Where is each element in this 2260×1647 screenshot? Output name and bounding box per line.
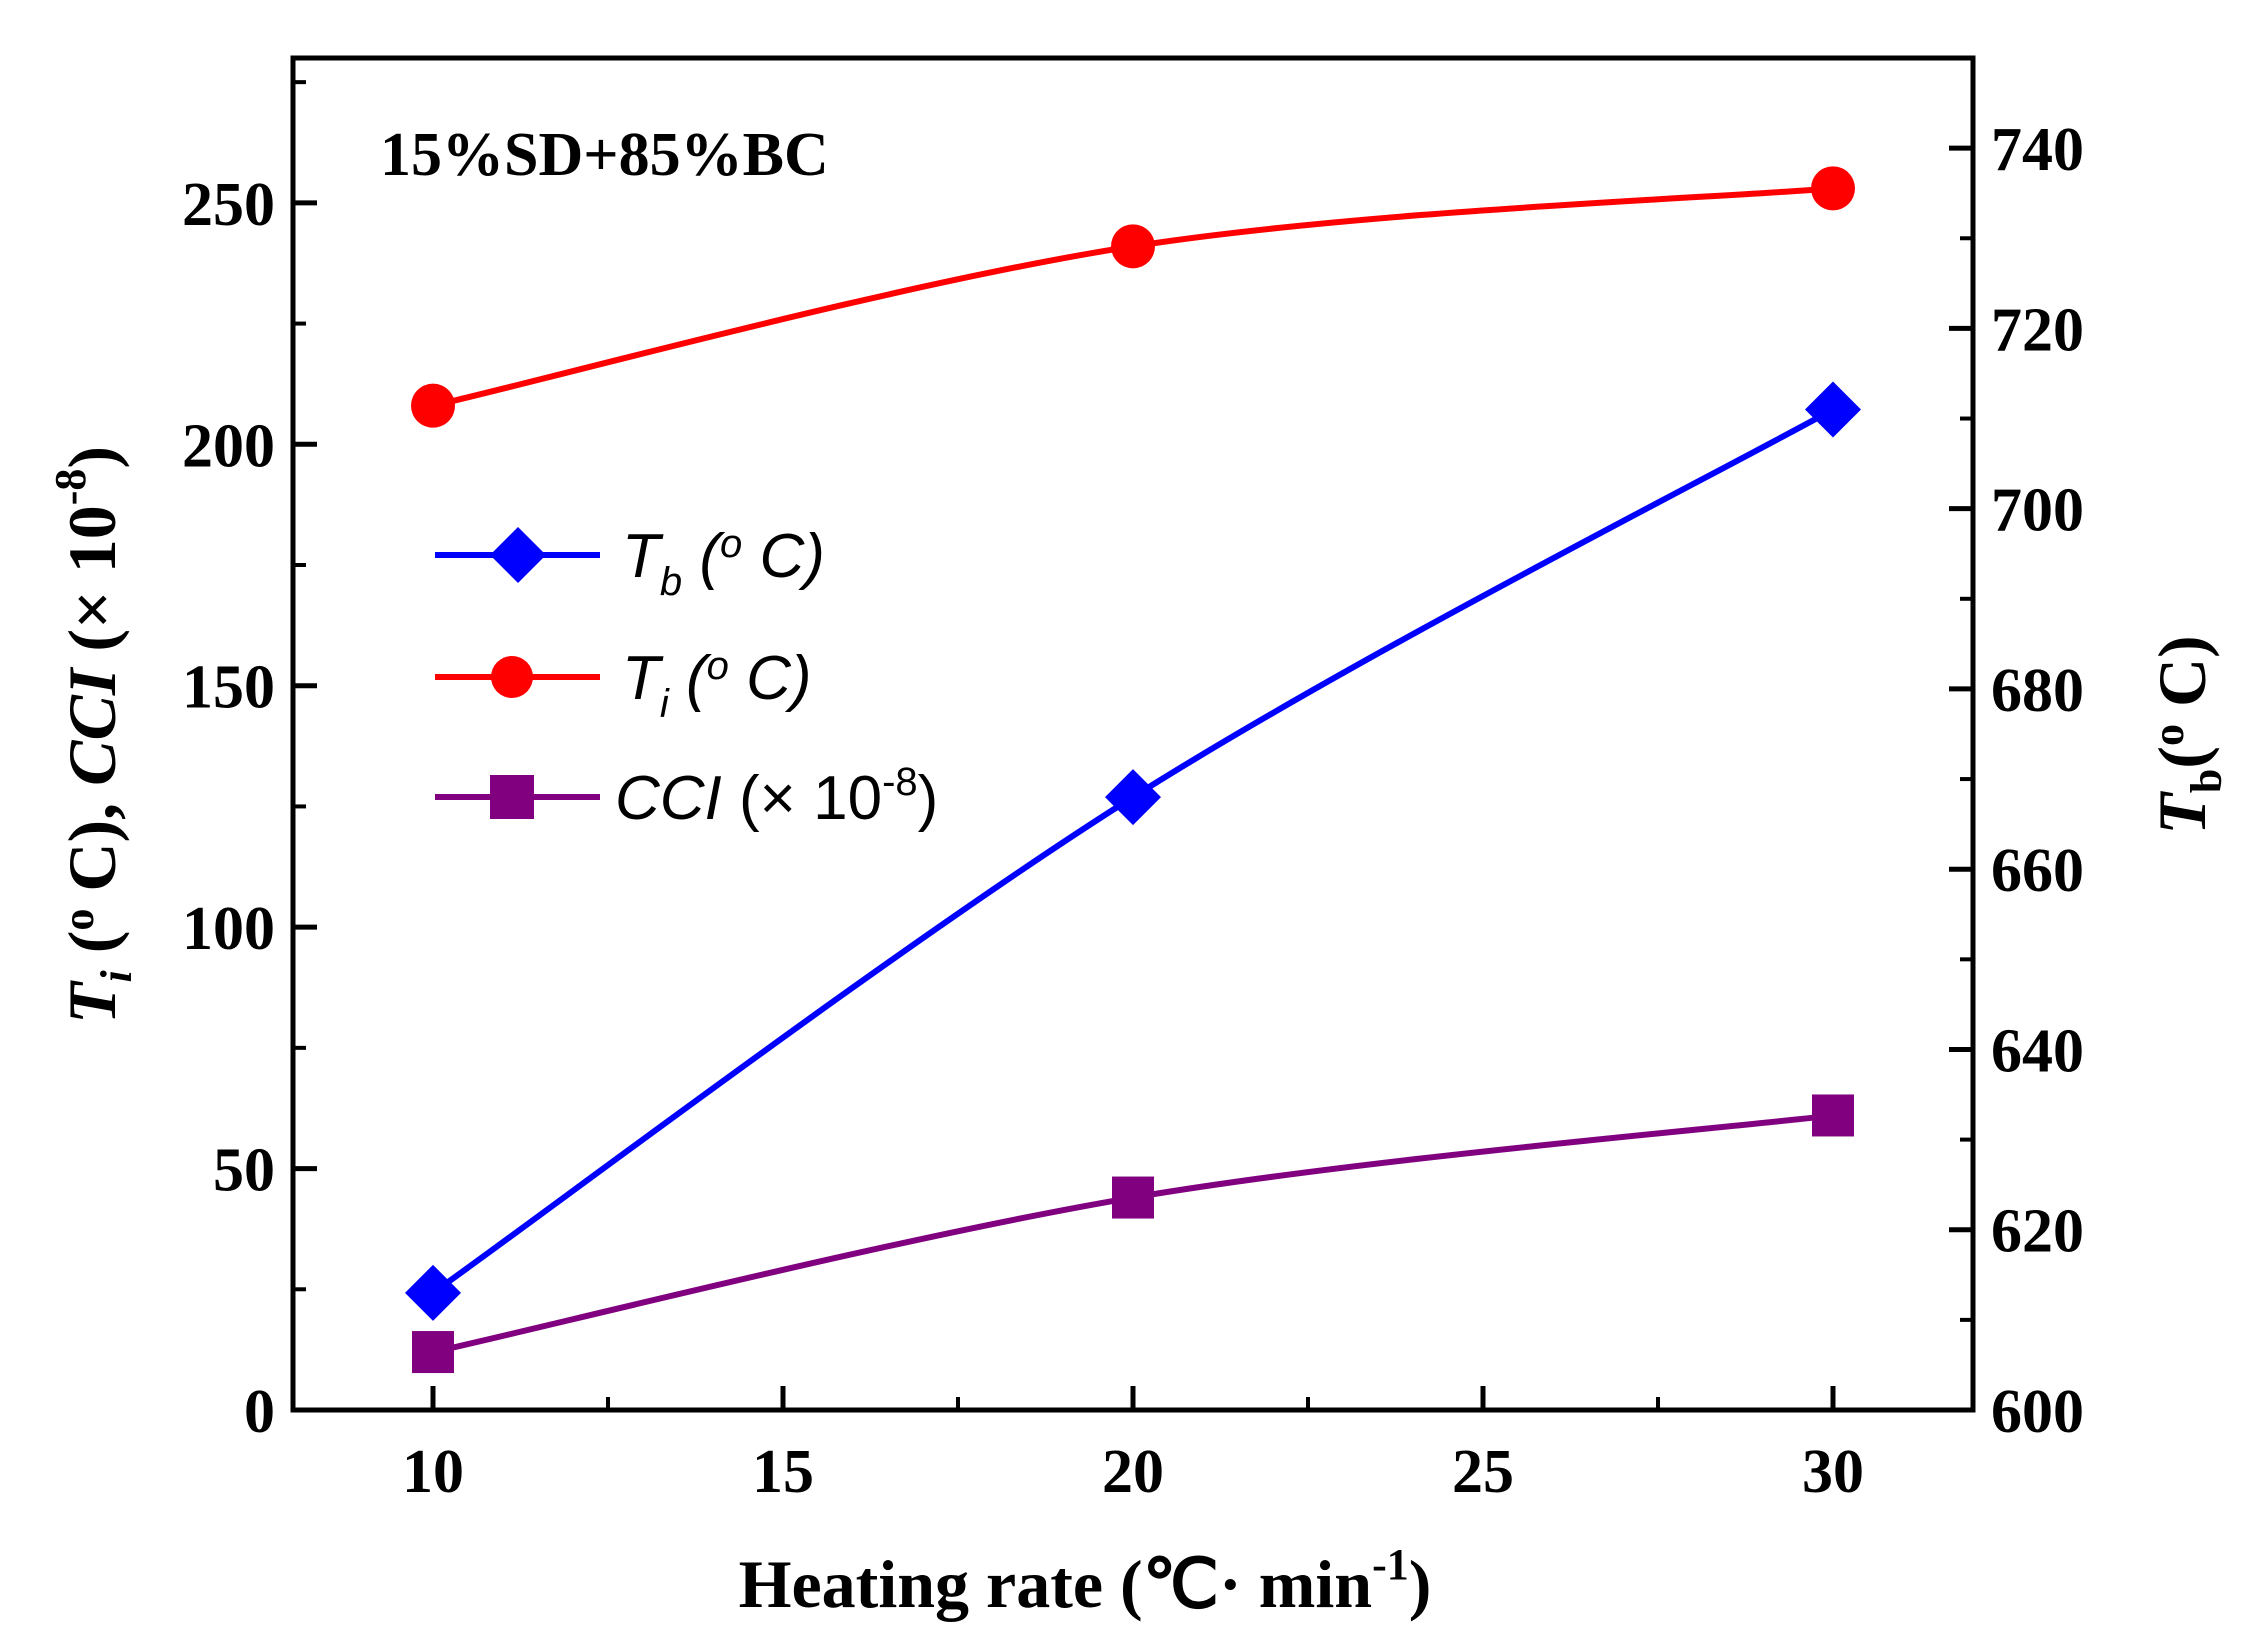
y-left-tick-label-1: 50 — [213, 1137, 275, 1205]
y-left-tick-label-5: 250 — [182, 171, 275, 239]
x-tick-label-2: 20 — [1102, 1438, 1164, 1506]
y-right-tick-label-7: 740 — [1991, 116, 2084, 184]
y-left-tick-label-0: 0 — [244, 1378, 275, 1446]
y-left-tick-label-4: 200 — [182, 412, 275, 480]
legend-marker-ti — [491, 656, 533, 698]
x-tick-label-1: 15 — [752, 1438, 814, 1506]
legend-marker-tb — [490, 527, 546, 583]
series-1-marker-0 — [411, 383, 455, 428]
series-0-marker-1 — [1105, 769, 1161, 826]
chart-annotation: 15%SD+85%BC — [380, 121, 829, 189]
y-left-axis-title: Ti (o C), CCI (× 10-8) — [46, 446, 141, 1024]
series-layer — [405, 166, 1861, 1374]
series-2-marker-2 — [1812, 1094, 1854, 1137]
legend-item-ti: Ti (o C) — [435, 644, 812, 726]
y-right-tick-label-0: 600 — [1991, 1378, 2084, 1446]
x-tick-label-3: 25 — [1452, 1438, 1514, 1506]
legend: Tb (o C) Ti (o C) CCI (× 10-8) — [435, 522, 938, 833]
legend-item-tb: Tb (o C) — [435, 522, 825, 604]
series-2-marker-1 — [1112, 1176, 1154, 1219]
y-right-tick-label-2: 640 — [1991, 1017, 2084, 1085]
series-line-2 — [432, 1112, 1834, 1355]
y-left-tick-label-2: 100 — [182, 895, 275, 963]
y-right-tick-label-1: 620 — [1991, 1198, 2084, 1266]
x-tick-label-0: 10 — [402, 1438, 464, 1506]
x-tick-label-4: 30 — [1802, 1438, 1864, 1506]
y-right-axis-title: Tb(o C) — [2144, 635, 2231, 834]
legend-label-cci: CCI (× 10-8) — [615, 760, 938, 833]
legend-label-tb: Tb (o C) — [622, 522, 825, 604]
y-right-tick-label-4: 680 — [1991, 657, 2084, 725]
series-line-1 — [432, 185, 1834, 409]
series-0-marker-2 — [1805, 381, 1861, 438]
x-axis-title: Heating rate (℃· min-1) — [739, 1540, 1432, 1622]
legend-label-ti: Ti (o C) — [622, 644, 812, 726]
y-right-tick-label-5: 700 — [1991, 477, 2084, 545]
y-left-tick-label-3: 150 — [182, 654, 275, 722]
series-1-marker-1 — [1111, 224, 1155, 269]
svg-text:Heating rate (℃· min-1): Heating rate (℃· min-1) — [739, 1540, 1432, 1622]
ticks-layer: 10 15 20 25 30 0 50 100 150 200 250 600 620 640 660 680… — [182, 80, 2084, 1506]
y-right-tick-label-6: 720 — [1991, 296, 2084, 364]
series-0-marker-0 — [405, 1264, 461, 1321]
svg-text:Tb(o C): Tb(o C) — [2144, 635, 2231, 834]
series-1-marker-2 — [1811, 166, 1855, 211]
y-right-tick-label-3: 660 — [1991, 837, 2084, 905]
series-2-marker-0 — [412, 1331, 454, 1374]
svg-text:Ti (o C), CCI (× 10-8): Ti (o C), CCI (× 10-8) — [46, 446, 141, 1024]
legend-item-cci: CCI (× 10-8) — [435, 760, 938, 833]
legend-marker-cci — [490, 775, 534, 819]
